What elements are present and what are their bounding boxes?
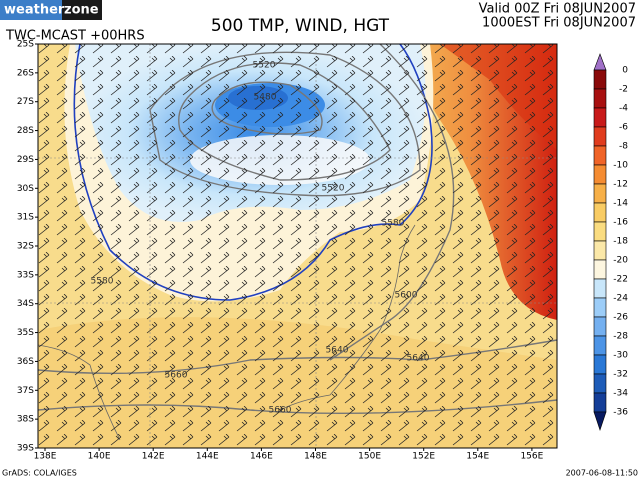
contour-label: 5660 [165, 371, 188, 381]
colorbar-segment [593, 221, 607, 242]
logo-weather: weather [4, 3, 65, 18]
colorbar-segment [593, 126, 607, 147]
lon-label: 140E [88, 452, 111, 462]
colorbar-segment [593, 69, 607, 90]
lat-label: 25S [17, 40, 34, 50]
colorbar-segment [593, 164, 607, 185]
lon-label: 144E [196, 452, 219, 462]
colorbar-label: -2 [619, 85, 628, 95]
colorbar-label: -30 [613, 351, 628, 361]
lon-label: 154E [466, 452, 489, 462]
colorbar-segment [593, 240, 607, 261]
lat-label: 28S [17, 126, 34, 136]
colorbar-segment [593, 316, 607, 337]
lat-label: 38S [17, 415, 34, 425]
colorbar-label: -28 [613, 332, 628, 342]
colorbar-label: -34 [613, 389, 628, 399]
lat-label: 32S [17, 242, 34, 252]
lon-label: 156E [520, 452, 543, 462]
lat-label: 33S [17, 270, 34, 280]
model-run: TWC-MCAST +00HRS [5, 29, 145, 44]
lat-label: 34S [17, 299, 34, 309]
lon-label: 142E [142, 452, 165, 462]
local-time: 1000EST Fri 08JUN2007 [482, 16, 636, 31]
colorbar-label: -8 [619, 142, 628, 152]
colorbar-segment [593, 335, 607, 356]
colorbar-label: -26 [613, 313, 628, 323]
colorbar-segment [593, 392, 607, 413]
lon-label: 138E [34, 452, 57, 462]
colorbar-label: -24 [613, 294, 628, 304]
lon-label: 150E [358, 452, 381, 462]
lon-label: 146E [250, 452, 273, 462]
lat-label: 31S [17, 213, 34, 223]
colorbar-segment [593, 297, 607, 318]
colorbar-label: -20 [613, 256, 628, 266]
colorbar-segment [593, 88, 607, 109]
colorbar-label: -12 [613, 180, 628, 190]
colorbar: 0 -2 -4 -6 -8 -10 -12 -14 -16 -18 -20 -22 -24 -26 -28 -… [593, 53, 628, 431]
contour-label: 5600 [395, 291, 418, 301]
colorbar-label: -36 [613, 408, 628, 418]
lat-label: 27S [17, 97, 34, 107]
footer-right: 2007-06-08-11:50 [566, 469, 638, 478]
contour-label: 5640 [407, 354, 430, 364]
lat-label: 29S [17, 155, 34, 165]
colorbar-label: -32 [613, 370, 628, 380]
lon-label: 148E [304, 452, 327, 462]
logo: weather zone [0, 0, 102, 20]
colorbar-segment [593, 183, 607, 204]
contour-label: 5520 [322, 184, 345, 194]
colorbar-segment [593, 145, 607, 166]
colorbar-label: -18 [613, 237, 628, 247]
contour-label: 5480 [254, 93, 277, 103]
footer-left: GrADS: COLA/IGES [2, 469, 77, 478]
contour-label: 5640 [326, 346, 349, 356]
lat-label: 35S [17, 328, 34, 338]
lat-label: 39S [17, 444, 34, 454]
contour-labels: 5520 5480 5520 5580 5580 5600 5640 5640 … [91, 61, 430, 416]
colorbar-segment [593, 259, 607, 280]
colorbar-segment [593, 107, 607, 128]
title: 500 TMP, WIND, HGT [211, 16, 390, 36]
contour-label: 5580 [91, 277, 114, 287]
colorbar-label: -16 [613, 218, 628, 228]
colorbar-segment [593, 373, 607, 394]
colorbar-label: -6 [619, 123, 628, 133]
contour-label: 5660 [269, 406, 292, 416]
colorbar-segment [593, 202, 607, 223]
colorbar-label: -14 [613, 199, 628, 209]
colorbar-label: -22 [613, 275, 628, 285]
lon-label: 152E [412, 452, 435, 462]
colorbar-cap [593, 53, 607, 71]
colorbar-label: -4 [619, 104, 628, 114]
colorbar-segment [593, 354, 607, 375]
valid-time: Valid 00Z Fri 08JUN2007 [479, 2, 636, 17]
colorbar-segment [593, 278, 607, 299]
lat-label: 36S [17, 357, 34, 367]
contour-label: 5580 [382, 219, 405, 229]
contour-label: 5520 [253, 61, 276, 71]
lat-label: 37S [17, 386, 34, 396]
colorbar-cap [593, 411, 607, 431]
lat-label: 26S [17, 68, 34, 78]
colorbar-label: 0 [622, 66, 628, 76]
axes: 25S 26S 27S 28S 29S 30S 31S 32S 33S 34S 35S 36S 37S 3… [17, 40, 544, 462]
logo-zone: zone [64, 3, 99, 18]
colorbar-label: -10 [613, 161, 628, 171]
lat-label: 30S [17, 184, 34, 194]
map: 5520 5480 5520 5580 5580 5600 5640 5640 … [37, 43, 558, 449]
